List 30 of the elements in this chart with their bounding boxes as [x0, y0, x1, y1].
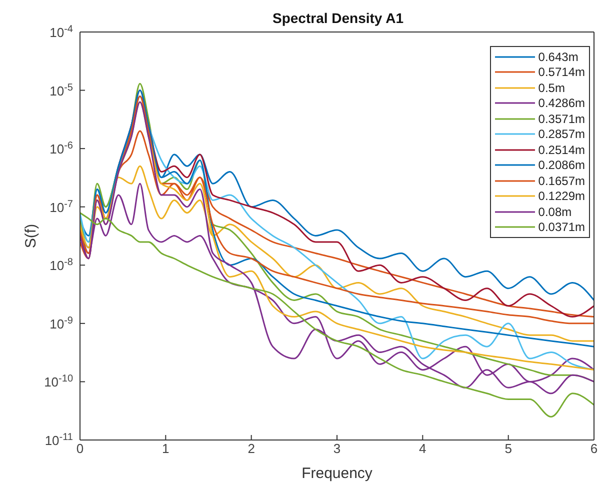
legend-label: 0.1229m	[538, 189, 585, 204]
legend-label: 0.2857m	[538, 127, 585, 142]
legend-label: 0.2086m	[538, 158, 585, 172]
y-tick-label: 10$^{-8}$	[50, 256, 74, 274]
x-tick-label: 3	[333, 441, 341, 456]
legend-label: 0.08m	[538, 204, 572, 219]
y-tick-label: 10$^{-7}$	[50, 198, 74, 215]
legend-label: 0.1657m	[538, 174, 585, 188]
y-tick-label: 10$^{-6}$	[50, 140, 74, 157]
legend-label: 0.643m	[538, 50, 578, 64]
x-tick-label: 0	[76, 441, 84, 456]
x-tick-label: 6	[590, 441, 598, 456]
x-axis-title: Frequency	[302, 465, 373, 482]
legend-label: 0.5m	[538, 80, 565, 95]
x-tick-label: 5	[504, 441, 512, 456]
chart-title: Spectral Density A1	[272, 10, 404, 26]
y-tick-label: 10$^{-9}$	[50, 314, 74, 332]
y-tick-label: 10$^{-5}$	[50, 82, 74, 98]
y-tick-label: 10$^{-10}$	[44, 373, 74, 390]
legend-label: 0.2514m	[538, 142, 585, 157]
legend-label: 0.5714m	[538, 65, 585, 80]
x-tick-label: 4	[419, 441, 426, 456]
y-tick-label: 10$^{-11}$	[44, 432, 74, 448]
legend-label: 0.0371m	[538, 220, 585, 234]
legend-label: 0.4286m	[538, 96, 585, 110]
legend-label: 0.3571m	[538, 112, 585, 126]
y-tick-label: 10$^{-4}$	[50, 24, 74, 40]
x-tick-label: 2	[248, 441, 255, 456]
y-axis-title: S(f)	[22, 224, 40, 248]
x-tick-label: 1	[162, 441, 170, 456]
